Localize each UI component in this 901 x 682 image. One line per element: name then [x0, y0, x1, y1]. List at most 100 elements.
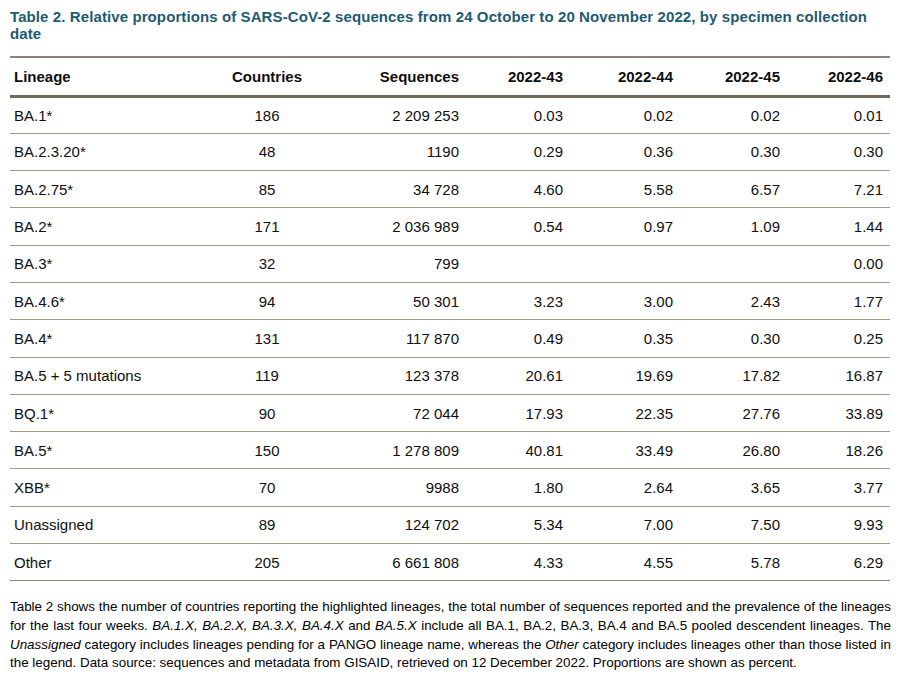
value-cell: 0.02: [583, 96, 685, 133]
value-cell: 0.01: [790, 96, 890, 133]
lineage-cell: BQ.1*: [10, 394, 214, 431]
value-cell: 85: [214, 171, 320, 208]
value-cell: 7.00: [583, 506, 685, 543]
lineage-cell: BA.4*: [10, 320, 214, 357]
value-cell: 1 278 809: [320, 432, 473, 469]
value-cell: 0.30: [685, 133, 790, 170]
footnote-italic-segment: BA.5.X: [375, 618, 417, 633]
lineage-cell: BA.5 + 5 mutations: [10, 357, 214, 394]
value-cell: 117 870: [320, 320, 473, 357]
lineage-cell: BA.2*: [10, 208, 214, 245]
value-cell: 3.00: [583, 282, 685, 319]
value-cell: 89: [214, 506, 320, 543]
footnote-segment: and: [344, 618, 375, 633]
value-cell: 70: [214, 469, 320, 506]
lineage-proportions-table: LineageCountriesSequences2022-432022-442…: [10, 56, 890, 581]
table-row: BA.2.75*8534 7284.605.586.577.21: [10, 171, 890, 208]
value-cell: 5.58: [583, 171, 685, 208]
lineage-cell: BA.5*: [10, 432, 214, 469]
value-cell: 26.80: [685, 432, 790, 469]
value-cell: 17.93: [473, 394, 583, 431]
value-cell: 205: [214, 544, 320, 581]
value-cell: 0.36: [583, 133, 685, 170]
value-cell: 0.30: [790, 133, 890, 170]
value-cell: 32: [214, 245, 320, 282]
value-cell: 131: [214, 320, 320, 357]
table-row: Unassigned89124 7025.347.007.509.93: [10, 506, 890, 543]
column-header-2022-46: 2022-46: [790, 57, 890, 96]
lineage-cell: BA.1*: [10, 96, 214, 133]
value-cell: 799: [320, 245, 473, 282]
table-row: BA.3*32799 0.00: [10, 245, 890, 282]
value-cell: 1.09: [685, 208, 790, 245]
header-row: LineageCountriesSequences2022-432022-442…: [10, 57, 890, 96]
value-cell: 27.76: [685, 394, 790, 431]
value-cell: 90: [214, 394, 320, 431]
value-cell: 124 702: [320, 506, 473, 543]
value-cell: 9.93: [790, 506, 890, 543]
value-cell: 0.02: [685, 96, 790, 133]
value-cell: 72 044: [320, 394, 473, 431]
value-cell: 119: [214, 357, 320, 394]
value-cell: 6.29: [790, 544, 890, 581]
value-cell: 20.61: [473, 357, 583, 394]
table-row: BA.5 + 5 mutations119123 37820.6119.6917…: [10, 357, 890, 394]
value-cell: 3.23: [473, 282, 583, 319]
value-cell: 94: [214, 282, 320, 319]
value-cell: 171: [214, 208, 320, 245]
value-cell: 7.50: [685, 506, 790, 543]
table-footnote: Table 2 shows the number of countries re…: [10, 598, 891, 672]
value-cell: 0.49: [473, 320, 583, 357]
value-cell: 2 209 253: [320, 96, 473, 133]
table-row: BA.1*1862 209 2530.030.020.020.01: [10, 96, 890, 133]
value-cell: 33.89: [790, 394, 890, 431]
value-cell: 4.55: [583, 544, 685, 581]
footnote-italic-segment: Other: [545, 637, 579, 652]
table-title: Table 2. Relative proportions of SARS-Co…: [10, 8, 891, 42]
column-header-2022-44: 2022-44: [583, 57, 685, 96]
value-cell: 16.87: [790, 357, 890, 394]
value-cell: 6.57: [685, 171, 790, 208]
value-cell: 1.44: [790, 208, 890, 245]
column-header-lineage: Lineage: [10, 57, 214, 96]
value-cell: 0.25: [790, 320, 890, 357]
lineage-cell: Unassigned: [10, 506, 214, 543]
value-cell: 2.64: [583, 469, 685, 506]
value-cell: 0.35: [583, 320, 685, 357]
footnote-italic-segment: Unassigned: [10, 637, 81, 652]
value-cell: 0.03: [473, 96, 583, 133]
table-row: BA.4*131117 8700.490.350.300.25: [10, 320, 890, 357]
table-header: LineageCountriesSequences2022-432022-442…: [10, 57, 890, 96]
report-page: Table 2. Relative proportions of SARS-Co…: [0, 0, 901, 673]
value-cell: 7.21: [790, 171, 890, 208]
value-cell: [473, 245, 583, 282]
value-cell: 5.34: [473, 506, 583, 543]
value-cell: 3.77: [790, 469, 890, 506]
lineage-cell: XBB*: [10, 469, 214, 506]
value-cell: 0.00: [790, 245, 890, 282]
value-cell: 17.82: [685, 357, 790, 394]
value-cell: 2.43: [685, 282, 790, 319]
value-cell: 48: [214, 133, 320, 170]
value-cell: 4.33: [473, 544, 583, 581]
value-cell: 123 378: [320, 357, 473, 394]
value-cell: 0.29: [473, 133, 583, 170]
value-cell: 34 728: [320, 171, 473, 208]
lineage-cell: Other: [10, 544, 214, 581]
value-cell: 6 661 808: [320, 544, 473, 581]
table-row: XBB*7099881.802.643.653.77: [10, 469, 890, 506]
lineage-cell: BA.3*: [10, 245, 214, 282]
value-cell: 3.65: [685, 469, 790, 506]
table-row: BA.2*1712 036 9890.540.971.091.44: [10, 208, 890, 245]
column-header-sequences: Sequences: [320, 57, 473, 96]
value-cell: 0.30: [685, 320, 790, 357]
table-body: BA.1*1862 209 2530.030.020.020.01BA.2.3.…: [10, 96, 890, 581]
footnote-segment: category includes lineages pending for a…: [81, 637, 545, 652]
table-row: BQ.1*9072 04417.9322.3527.7633.89: [10, 394, 890, 431]
value-cell: 19.69: [583, 357, 685, 394]
value-cell: 1190: [320, 133, 473, 170]
lineage-cell: BA.4.6*: [10, 282, 214, 319]
value-cell: 0.97: [583, 208, 685, 245]
value-cell: 4.60: [473, 171, 583, 208]
footnote-segment: include all BA.1, BA.2, BA.3, BA.4 and B…: [417, 618, 891, 633]
